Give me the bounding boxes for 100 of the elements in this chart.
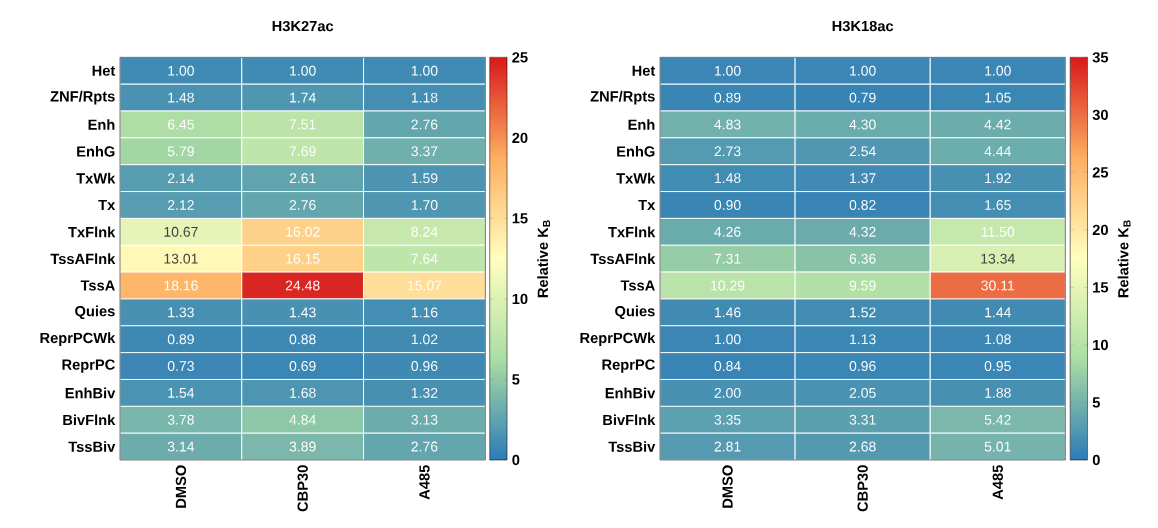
data-label: 1.43 [290,307,316,318]
data-label: 1.59 [411,173,438,184]
data-label: 6.45 [167,119,194,130]
y-tick-label: Tx [98,199,116,211]
x-tick-label: A485 [992,465,1003,500]
y-tick-label: TxWk [76,172,116,184]
data-label: 1.00 [411,65,438,76]
data-label: 3.89 [289,441,316,452]
color-bar-label: 25 [512,52,528,63]
chart-title: H3K18ac [832,20,894,32]
color-bar-label: 5 [1092,397,1100,408]
data-label: 1.74 [290,92,316,103]
data-label: 8.24 [411,226,438,237]
data-label: 16.02 [286,226,320,237]
data-label: 2.76 [411,119,438,130]
data-label: 7.51 [289,119,316,130]
y-tick-label: TxFlnk [68,226,116,238]
data-label: 0.96 [849,361,876,371]
y-tick-label: Tx [638,199,656,211]
y-tick-label: TssBiv [68,441,116,452]
data-label: 7.31 [714,253,741,264]
color-bar-title: Relative K$_{B}$ [537,220,551,298]
y-tick-label: BivFlnk [603,414,656,426]
y-tick-label: Quies [75,305,115,320]
data-label: 0.79 [849,92,876,103]
data-label: 0.88 [289,334,316,345]
data-label: 1.00 [715,65,741,76]
data-label: 24.48 [285,280,320,291]
data-label: 0.89 [714,92,741,103]
data-label: 7.69 [289,146,316,157]
data-label: 4.44 [984,146,1011,157]
data-label: 1.00 [290,65,316,76]
y-tick-label: BivFlnk [63,414,116,426]
data-label: 0.82 [849,200,876,210]
data-label: 13.34 [981,253,1015,264]
x-tick-label: A485 [419,465,430,500]
data-label: 0.95 [984,361,1011,371]
y-tick-label: ZNF/Rpts [50,90,115,105]
data-label: 3.13 [411,414,438,425]
data-label: 5.79 [167,146,194,157]
data-label: 4.30 [849,119,876,130]
data-label: 3.35 [714,414,741,425]
y-tick-label: TssBiv [608,441,656,452]
data-label: 0.89 [167,334,194,345]
data-label: 5.42 [984,414,1011,425]
data-label: 3.31 [849,414,876,425]
data-label: 4.84 [289,414,316,425]
data-label: 1.48 [715,173,741,184]
data-label: 1.00 [850,65,876,76]
y-tick-label: TxFlnk [608,226,656,238]
data-label: 2.76 [289,200,316,210]
y-tick-label: Het [92,65,116,76]
data-label: 13.01 [164,253,198,264]
y-tick-label: TssA [80,280,115,291]
y-tick-label: EnhBiv [65,387,116,399]
data-label: 7.64 [411,253,438,264]
data-label: 6.36 [849,253,876,264]
color-bar-label: 20 [1092,224,1108,236]
y-tick-label: ReprPC [602,359,655,373]
color-bar-label: 10 [1093,339,1108,351]
data-label: 16.15 [286,253,320,264]
color-bar-label: 25 [1092,167,1109,178]
data-label: 1.08 [985,334,1011,345]
data-label: 2.14 [167,173,195,184]
x-tick-label: CBP30 [857,465,868,512]
y-tick-label: Het [632,65,656,76]
data-label: 2.68 [849,441,876,452]
data-label: 0.96 [411,361,438,371]
data-label: 0.73 [167,361,194,371]
data-label: 2.00 [714,387,741,398]
y-tick-label: TssA [620,280,655,291]
data-label: 11.50 [981,226,1015,237]
color-bar-label: 0 [512,454,520,466]
data-label: 3.78 [167,414,194,425]
y-tick-label: TssAFlnk [590,253,656,265]
y-tick-label: Quies [615,305,655,320]
data-label: 4.42 [984,119,1011,130]
data-label: 4.83 [714,119,741,130]
data-label: 10.67 [164,226,198,237]
data-label: 1.00 [715,334,741,345]
data-label: 1.65 [985,200,1011,210]
color-bar-label: 20 [512,132,528,144]
color-bar-label: 5 [512,374,520,385]
chart-title: H3K27ac [272,20,334,32]
y-tick-label: EnhBiv [605,387,656,399]
color-bar-label: 0 [1092,454,1100,466]
data-label: 1.32 [411,387,438,398]
y-tick-label: EnhG [617,145,655,157]
y-tick-label: TssAFlnk [50,253,116,265]
data-label: 30.11 [981,280,1015,291]
data-label: 0.90 [714,200,741,210]
data-label: 1.18 [411,92,438,103]
y-tick-label: Enh [628,119,655,130]
data-label: 5.01 [984,441,1011,452]
data-label: 1.02 [411,334,438,345]
data-label: 2.12 [167,200,194,210]
data-label: 1.00 [168,65,194,76]
x-tick-label: DMSO [175,465,187,508]
data-label: 18.16 [164,280,198,291]
color-bar-label: 35 [1092,52,1109,63]
